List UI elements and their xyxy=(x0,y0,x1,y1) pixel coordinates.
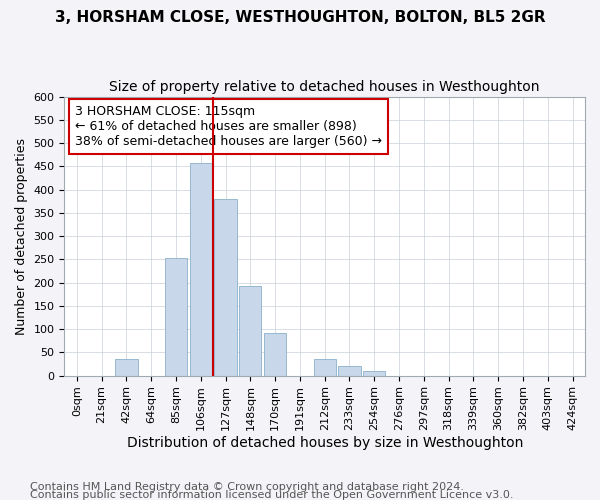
Bar xyxy=(239,286,262,376)
Text: Contains HM Land Registry data © Crown copyright and database right 2024.: Contains HM Land Registry data © Crown c… xyxy=(30,482,464,492)
Y-axis label: Number of detached properties: Number of detached properties xyxy=(15,138,28,334)
Title: Size of property relative to detached houses in Westhoughton: Size of property relative to detached ho… xyxy=(109,80,540,94)
Bar xyxy=(214,199,236,376)
Text: 3, HORSHAM CLOSE, WESTHOUGHTON, BOLTON, BL5 2GR: 3, HORSHAM CLOSE, WESTHOUGHTON, BOLTON, … xyxy=(55,10,545,25)
Bar xyxy=(165,258,187,376)
Bar xyxy=(338,366,361,376)
X-axis label: Distribution of detached houses by size in Westhoughton: Distribution of detached houses by size … xyxy=(127,436,523,450)
Text: 3 HORSHAM CLOSE: 115sqm
← 61% of detached houses are smaller (898)
38% of semi-d: 3 HORSHAM CLOSE: 115sqm ← 61% of detache… xyxy=(75,105,382,148)
Bar xyxy=(314,360,336,376)
Bar xyxy=(190,162,212,376)
Text: Contains public sector information licensed under the Open Government Licence v3: Contains public sector information licen… xyxy=(30,490,514,500)
Bar xyxy=(264,333,286,376)
Bar xyxy=(115,360,137,376)
Bar xyxy=(363,371,385,376)
